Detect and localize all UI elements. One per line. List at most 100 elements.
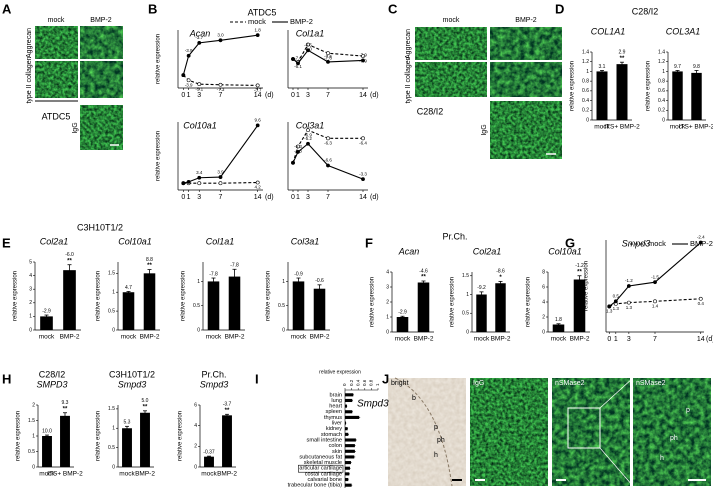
y-axis-label: relative expression bbox=[96, 271, 102, 321]
point bbox=[361, 54, 365, 59]
column-label: mock bbox=[48, 17, 65, 24]
y-tick-label: 0.8 bbox=[658, 78, 665, 84]
point bbox=[291, 57, 295, 61]
y-tick-label: subcutaneous fat bbox=[299, 454, 342, 460]
image-texture bbox=[490, 27, 562, 60]
point bbox=[186, 179, 191, 184]
point-label: 3.4 bbox=[196, 170, 203, 175]
point-label: -7.3 bbox=[217, 87, 225, 92]
point bbox=[197, 175, 202, 180]
y-axis-label: relative expression bbox=[526, 277, 532, 327]
significance: ** bbox=[421, 275, 426, 281]
point bbox=[626, 284, 631, 288]
x-tick-label: 1 bbox=[375, 383, 380, 386]
point bbox=[218, 175, 223, 179]
point-label: -6.9 bbox=[304, 132, 312, 137]
x-axis-label: (d) bbox=[265, 194, 274, 201]
bar bbox=[573, 279, 586, 332]
point bbox=[197, 82, 202, 87]
point bbox=[613, 299, 618, 304]
y-tick-label: 0 bbox=[662, 117, 665, 123]
chart-subtitle: Pr.Ch. bbox=[201, 369, 226, 379]
point-label: -6.5 bbox=[304, 42, 312, 47]
series-line bbox=[183, 125, 259, 184]
point-label: -5.1 bbox=[195, 86, 203, 91]
chart-title: Col3a1 bbox=[296, 120, 325, 130]
significance: ** bbox=[67, 258, 72, 264]
bar bbox=[672, 71, 683, 120]
x-tick-label: mock bbox=[594, 124, 610, 131]
point-label: 0.5 bbox=[613, 294, 620, 299]
point bbox=[218, 38, 223, 43]
chart-title: SMPD3 bbox=[36, 379, 67, 389]
chart-title: Col10a1 bbox=[183, 120, 217, 130]
bar bbox=[616, 64, 628, 120]
y-axis-label: relative expression bbox=[646, 61, 652, 111]
ct-annotation: -6.0 bbox=[65, 252, 74, 258]
image-texture bbox=[35, 61, 78, 98]
y-tick-label: 2 bbox=[194, 444, 197, 450]
y-tick-label: 0.5 bbox=[108, 308, 115, 314]
point-label: -6.3 bbox=[324, 141, 332, 146]
x-tick-label: 0.8 bbox=[369, 379, 374, 386]
bar bbox=[345, 477, 349, 482]
point-label: -5.2 bbox=[304, 136, 312, 141]
bar bbox=[476, 294, 487, 332]
ct-annotation: 9.8 bbox=[693, 64, 700, 70]
y-tick-label: 0.2 bbox=[582, 108, 589, 114]
y-tick-label: 1 bbox=[662, 69, 665, 75]
ct-annotation: -1.2 bbox=[575, 263, 584, 269]
x-tick-label: 14 bbox=[697, 336, 705, 343]
row-label: Aggrecan bbox=[26, 28, 33, 58]
column-label: BMP-2 bbox=[90, 17, 112, 24]
y-tick-label: 1 bbox=[386, 314, 389, 320]
row-label: Aggrecan bbox=[405, 29, 412, 59]
y-axis-label: relative expression bbox=[450, 277, 456, 327]
panel-label: E bbox=[2, 235, 11, 250]
y-axis-label: relative expression bbox=[370, 277, 376, 327]
y-tick-label: 1 bbox=[112, 290, 115, 296]
significance: * bbox=[499, 275, 502, 281]
y-tick-label: 1.5 bbox=[28, 418, 35, 424]
y-tick-label: 0 bbox=[32, 464, 35, 470]
bar bbox=[313, 288, 326, 330]
x-axis-label: (d) bbox=[706, 336, 713, 343]
x-tick-label: 0 bbox=[291, 92, 295, 99]
bar bbox=[345, 432, 349, 436]
x-tick-label: 0.6 bbox=[362, 379, 367, 386]
x-tick-label: BMP-2 bbox=[60, 334, 80, 341]
y-tick-label: 2 bbox=[29, 300, 32, 306]
panel-label: G bbox=[565, 235, 575, 250]
y-tick-label: stomach bbox=[321, 432, 342, 438]
y-axis-label: relative expression bbox=[13, 271, 19, 321]
point-label: -3.9 bbox=[185, 48, 193, 53]
x-tick-label: 14 bbox=[359, 92, 367, 99]
point bbox=[698, 240, 703, 245]
y-tick-label: 6 bbox=[194, 402, 197, 408]
y-tick-label: 0 bbox=[466, 329, 469, 335]
cell-line-label: C28/I2 bbox=[417, 106, 444, 116]
point-label: -7.9 bbox=[359, 53, 367, 58]
chart-title: COL1A1 bbox=[591, 26, 626, 36]
bar bbox=[345, 455, 355, 459]
x-tick-label: 1 bbox=[187, 92, 191, 99]
bar bbox=[228, 276, 241, 330]
y-tick-label: 0.6 bbox=[658, 88, 665, 94]
ct-annotation: -2.9 bbox=[398, 310, 407, 316]
x-tick-label: 3 bbox=[197, 92, 201, 99]
point bbox=[255, 83, 260, 88]
y-tick-label: trabecular bone (tibia) bbox=[288, 483, 343, 489]
ct-annotation: -0.9 bbox=[294, 271, 303, 277]
y-tick-label: 1.4 bbox=[658, 49, 665, 55]
x-tick-label: BMP-2 bbox=[217, 471, 237, 478]
legend-label: BMP-2 bbox=[290, 17, 313, 26]
bar bbox=[396, 317, 409, 332]
y-tick-label: 1.5 bbox=[108, 271, 115, 277]
y-tick-label: 4 bbox=[542, 299, 545, 305]
row-label: IgG bbox=[72, 122, 79, 133]
panel-label: J bbox=[382, 371, 389, 386]
point-label: 9.6 bbox=[255, 118, 262, 123]
point-label: -1.5 bbox=[651, 274, 659, 279]
point-label: -3.7 bbox=[254, 88, 262, 93]
x-tick-label: mock bbox=[39, 334, 55, 341]
